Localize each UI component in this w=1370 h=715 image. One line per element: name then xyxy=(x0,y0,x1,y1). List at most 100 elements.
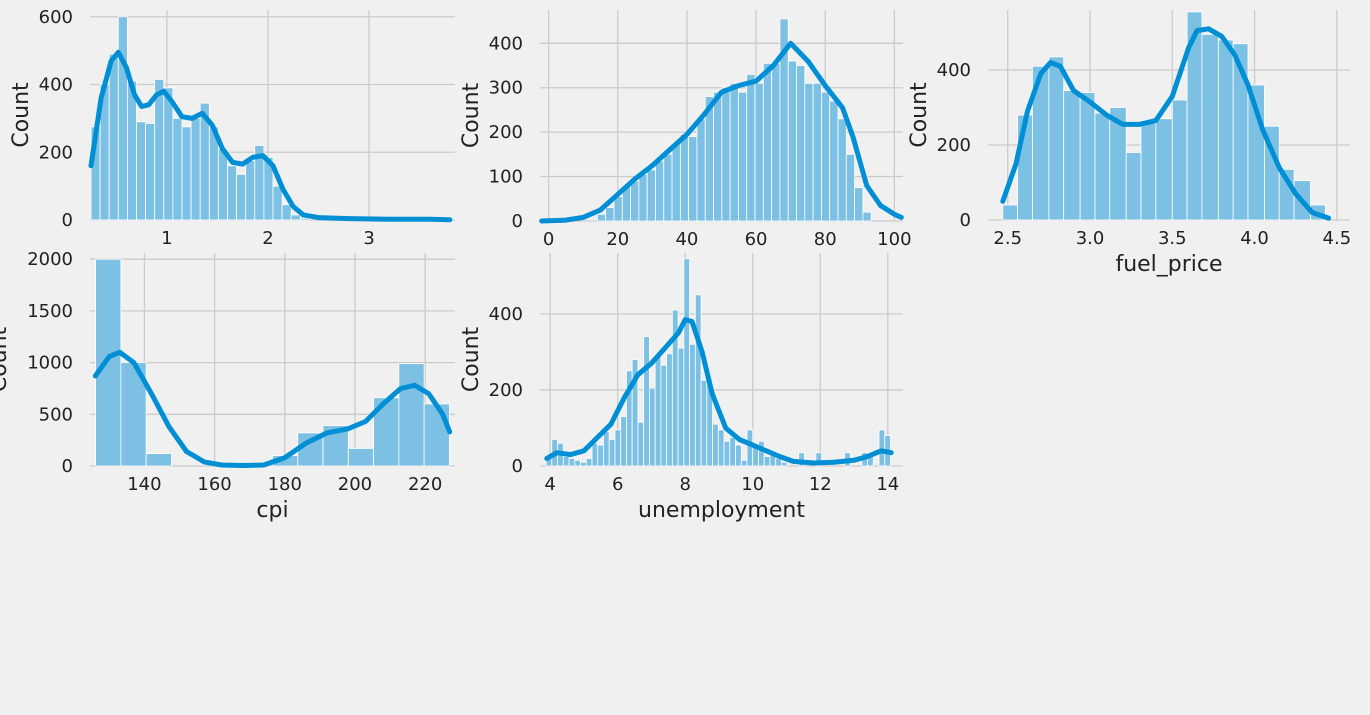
kde-line xyxy=(544,317,894,466)
histogram-bar xyxy=(630,180,640,222)
histogram-bar xyxy=(746,429,754,467)
histogram-bar xyxy=(1002,204,1019,221)
histogram-bar xyxy=(796,65,806,222)
x-tick-label: 4 xyxy=(544,474,555,495)
histogram-bar xyxy=(683,258,690,467)
y-tick-label: 600 xyxy=(39,7,73,28)
histogram-bar xyxy=(1063,90,1081,221)
histogram-bar xyxy=(854,187,864,222)
x-axis-label: unemployment xyxy=(638,498,805,523)
x-tick-label: 40 xyxy=(675,229,698,250)
histogram-bar xyxy=(717,429,725,467)
y-tick-label: 300 xyxy=(489,78,523,99)
histogram-bar xyxy=(95,258,122,467)
x-axis-label: cpi xyxy=(256,498,288,523)
histogram-bar xyxy=(190,117,201,221)
histogram-bar xyxy=(740,459,748,467)
x-tick-label: 3 xyxy=(363,228,374,249)
histogram-bar xyxy=(398,363,425,467)
y-tick-label: 200 xyxy=(39,142,73,163)
histogram-bar xyxy=(787,60,797,222)
x-tick-label: 160 xyxy=(197,474,231,495)
histogram-bar xyxy=(154,79,165,221)
histogram-bar xyxy=(347,448,374,467)
histogram-bar xyxy=(290,214,301,221)
histogram-bar xyxy=(679,133,690,222)
histogram-bar xyxy=(671,142,681,222)
histogram-bar xyxy=(136,121,147,221)
histogram-bar xyxy=(272,185,283,221)
histogram-bar xyxy=(696,118,706,222)
y-tick-label: 0 xyxy=(62,456,73,477)
x-tick-label: 6 xyxy=(612,474,623,495)
histogram-bar xyxy=(181,126,192,221)
histogram-bar xyxy=(738,91,748,222)
x-tick-label: 4.0 xyxy=(1240,228,1269,249)
histogram-bar xyxy=(1125,152,1142,221)
histogram-bar xyxy=(597,444,604,467)
x-tick-label: 1 xyxy=(161,228,172,249)
x-tick-label: 20 xyxy=(606,229,629,250)
histogram-bar xyxy=(637,421,645,467)
histogram-bar xyxy=(729,82,739,222)
x-tick-label: 12 xyxy=(809,474,832,495)
histogram-bar xyxy=(608,438,616,467)
histogram-bar xyxy=(172,117,183,221)
histogram-bar xyxy=(605,207,615,222)
x-tick-label: 3.5 xyxy=(1158,228,1187,249)
y-tick-label: 500 xyxy=(39,404,73,425)
x-tick-label: 140 xyxy=(127,474,161,495)
x-tick-label: 200 xyxy=(338,474,372,495)
y-tick-label: 0 xyxy=(960,210,971,231)
kde-line xyxy=(92,349,453,468)
y-tick-label: 400 xyxy=(937,60,971,81)
y-axis-label: Count xyxy=(0,326,12,392)
histogram-bar xyxy=(878,429,886,467)
histogram-bar xyxy=(754,82,764,222)
histogram-bar xyxy=(568,457,576,467)
histogram-bar xyxy=(663,153,673,222)
histogram-bar xyxy=(585,457,593,467)
histogram-bar xyxy=(245,160,256,221)
y-tick-label: 200 xyxy=(489,122,523,143)
histogram-bar xyxy=(1094,112,1111,221)
histogram-bar xyxy=(638,173,648,222)
histogram-bar xyxy=(646,169,656,222)
y-tick-label: 400 xyxy=(489,304,523,325)
histogram-bar xyxy=(117,16,128,221)
histogram-bar xyxy=(723,440,731,467)
histogram-bar xyxy=(620,416,627,467)
y-tick-label: 1000 xyxy=(27,353,73,374)
histogram-bar xyxy=(721,87,731,222)
y-tick-label: 0 xyxy=(512,211,523,232)
x-tick-label: 8 xyxy=(679,474,690,495)
histogram-bar xyxy=(108,53,119,221)
subplot-2: 0 20 40 60 80 100 0 100 200 300 400 Count xyxy=(459,10,912,250)
x-tick-label: 14 xyxy=(876,474,899,495)
histogram-bar xyxy=(804,82,814,222)
histogram-bar xyxy=(145,453,172,467)
subplot-4: 140 160 180 200 220 0 500 1000 1500 2000 Count cpi xyxy=(0,249,455,523)
histogram-bar xyxy=(771,62,781,222)
histogram-bar xyxy=(837,118,847,222)
histogram-bar xyxy=(655,160,665,222)
x-tick-label: 4.5 xyxy=(1323,228,1352,249)
histogram-bar xyxy=(1140,120,1157,221)
histogram-bar xyxy=(689,343,696,467)
histogram-bar xyxy=(603,431,610,467)
histogram-bar xyxy=(758,440,765,467)
histogram-bar xyxy=(299,217,310,221)
histogram-bar xyxy=(591,442,599,467)
histogram-bar xyxy=(845,153,855,222)
histogram-bar xyxy=(423,403,450,467)
histogram-bar xyxy=(812,82,822,222)
x-tick-label: 100 xyxy=(877,229,911,250)
histogram-bar xyxy=(631,359,639,467)
y-axis-label: Count xyxy=(459,326,484,392)
y-tick-label: 2000 xyxy=(27,249,73,270)
histogram-bar xyxy=(163,87,174,221)
y-tick-label: 100 xyxy=(489,167,523,188)
